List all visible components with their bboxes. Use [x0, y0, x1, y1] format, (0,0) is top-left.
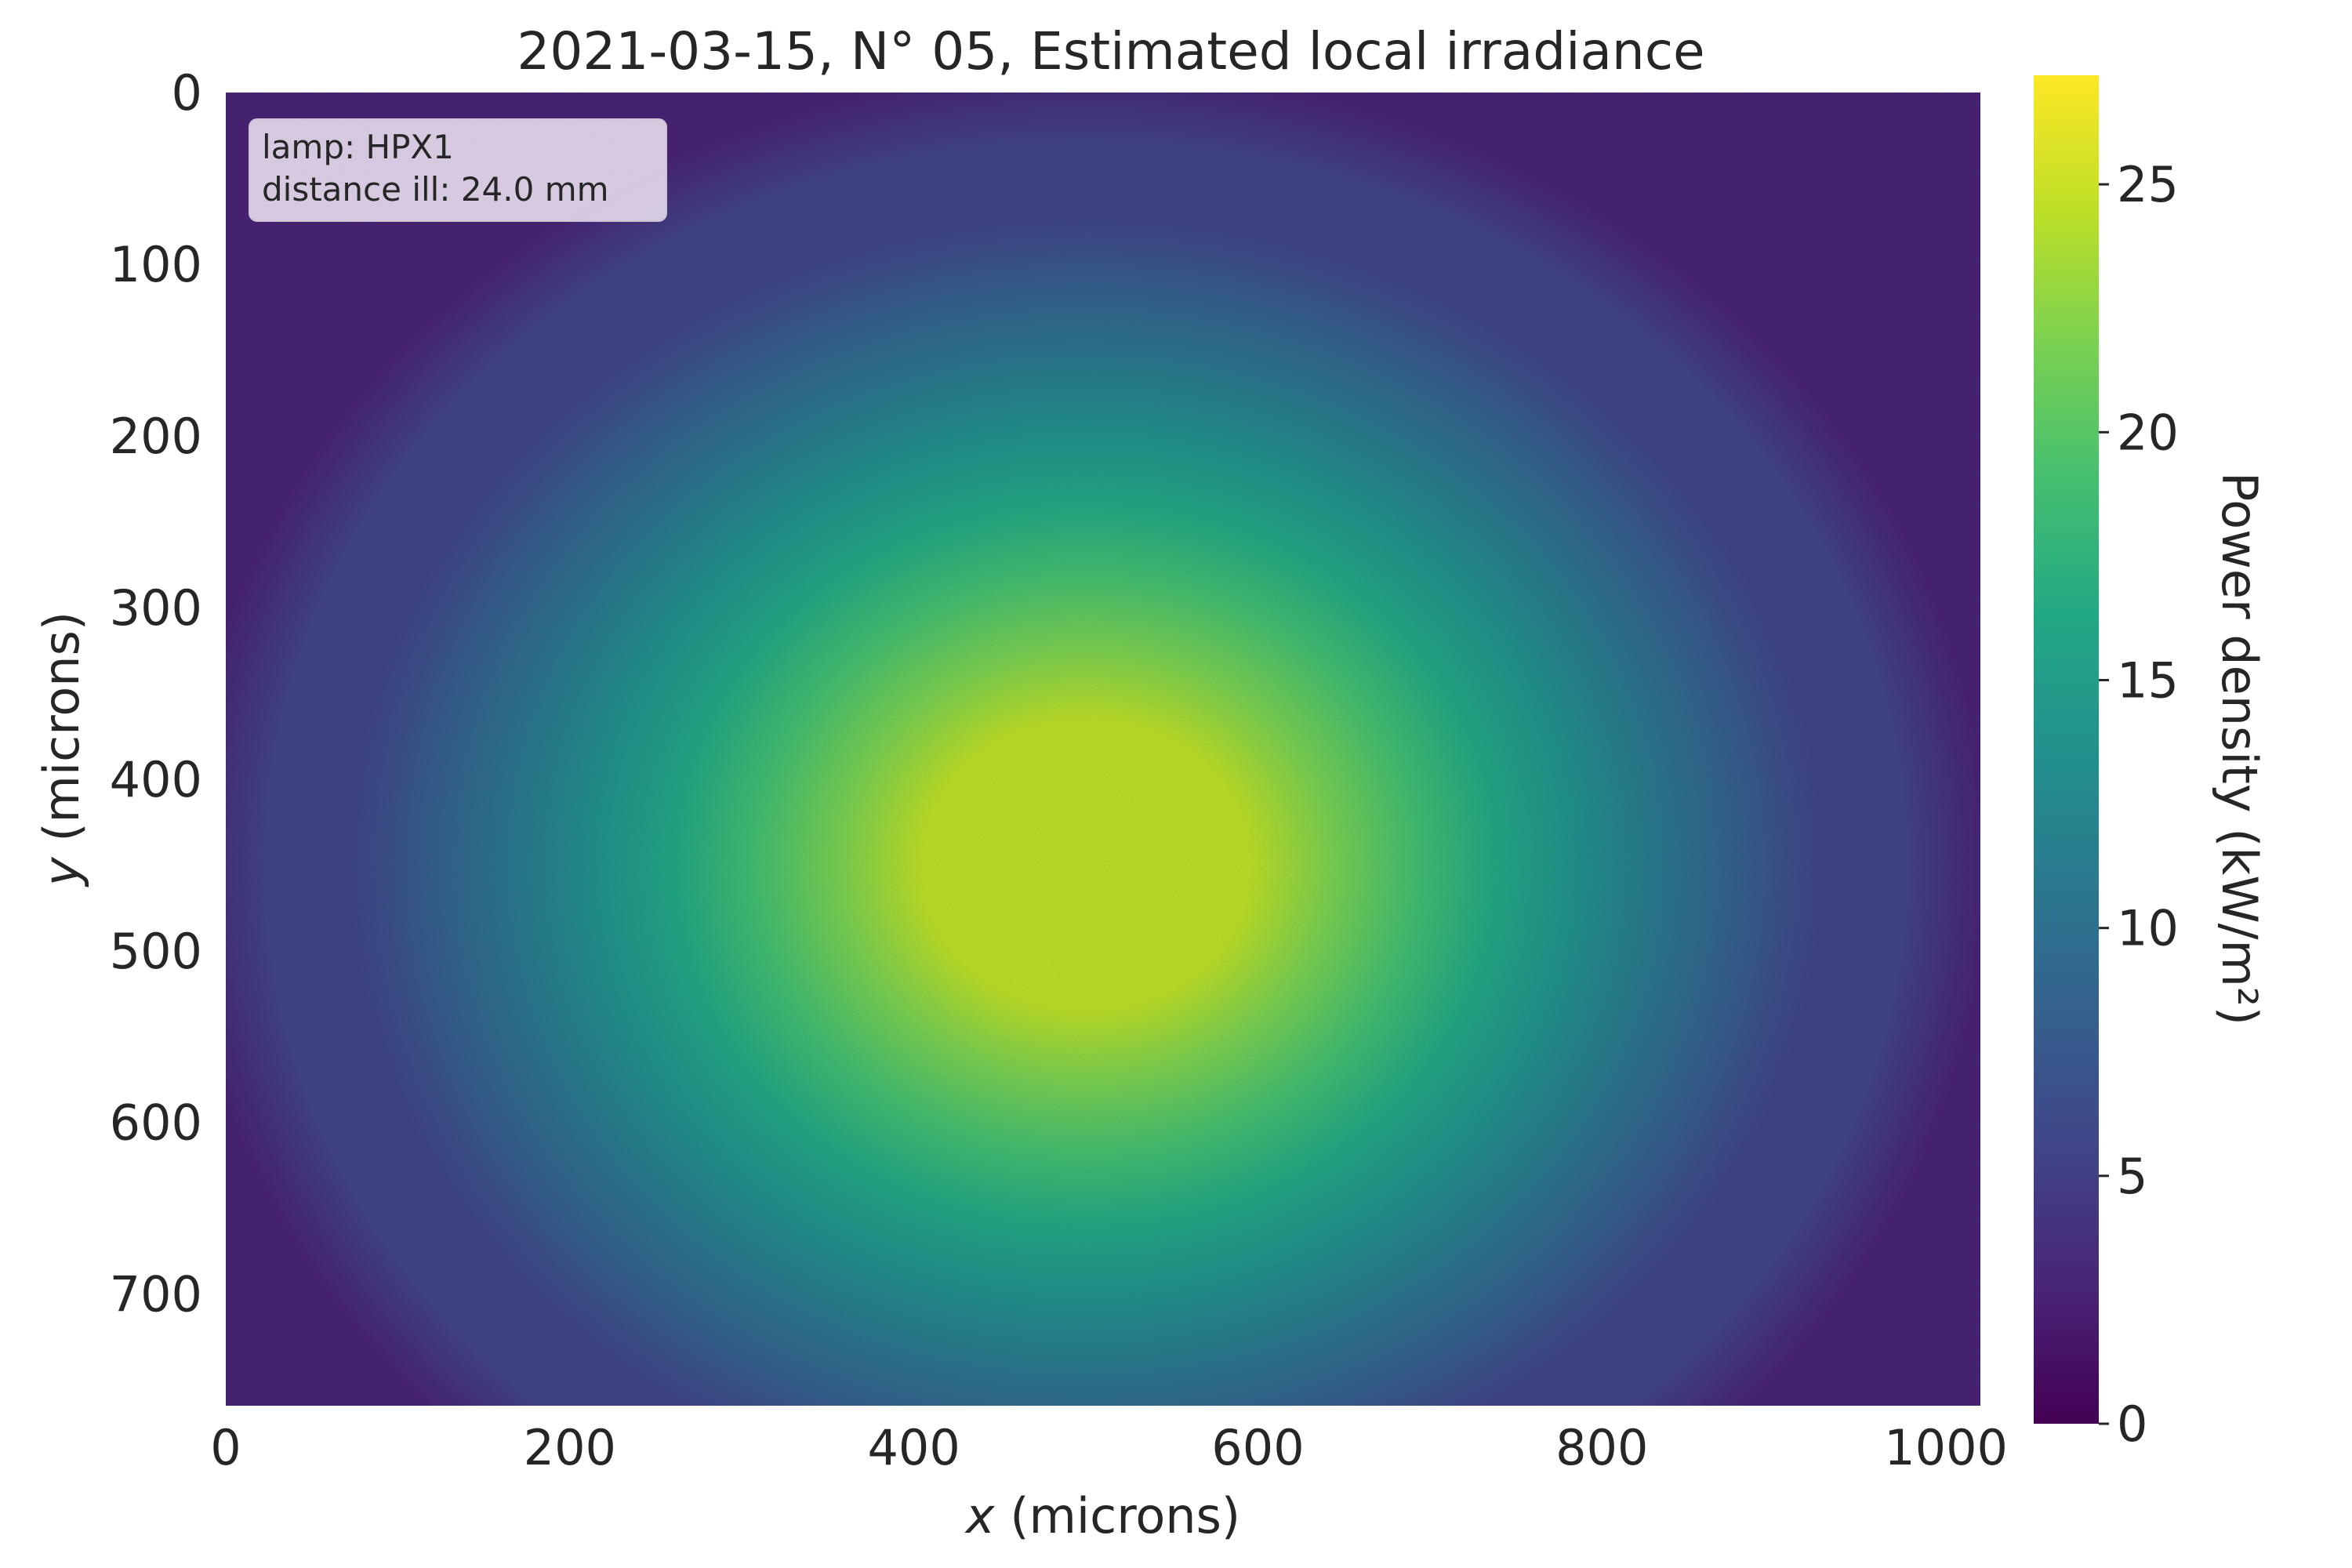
- chart-title: 2021-03-15, N° 05, Estimated local irrad…: [517, 21, 1704, 82]
- x-axis-variable: x: [964, 1487, 996, 1544]
- annotation-distance: distance ill: 24.0 mm: [262, 170, 609, 209]
- colorbar-tick-label: 0: [2117, 1396, 2147, 1453]
- colorbar: 0 5 10 15 20 25 Power density (kW/m²): [2034, 75, 2268, 1453]
- y-axis-ticks: 0 100 200 300 400 500 600 700: [110, 64, 202, 1323]
- colorbar-ticks: 0 5 10 15 20 25: [2099, 156, 2179, 1453]
- x-tick-label: 400: [867, 1419, 960, 1476]
- x-tick-label: 600: [1211, 1419, 1304, 1476]
- colorbar-tick-label: 10: [2117, 900, 2179, 957]
- x-tick-label: 200: [524, 1419, 616, 1476]
- colorbar-tick-label: 15: [2117, 652, 2179, 709]
- y-tick-label: 500: [110, 923, 202, 980]
- x-tick-label: 0: [210, 1419, 241, 1476]
- y-tick-label: 200: [110, 408, 202, 465]
- colorbar-bar: [2034, 75, 2099, 1424]
- colorbar-tick-label: 20: [2117, 404, 2179, 461]
- y-tick-label: 100: [110, 236, 202, 293]
- x-axis-label: x (microns): [964, 1487, 1240, 1544]
- heatmap-speckle: [226, 93, 1980, 1406]
- colorbar-tick-label: 5: [2117, 1148, 2147, 1205]
- y-tick-label: 700: [110, 1266, 202, 1323]
- colorbar-label: Power density (kW/m²): [2211, 472, 2268, 1025]
- colorbar-tick-label: 25: [2117, 156, 2179, 213]
- y-tick-label: 300: [110, 579, 202, 637]
- plot-area: [226, 93, 1980, 1406]
- x-tick-label: 1000: [1884, 1419, 2008, 1476]
- x-tick-label: 800: [1555, 1419, 1648, 1476]
- x-axis-unit: (microns): [995, 1487, 1240, 1544]
- y-axis-variable: y: [33, 856, 90, 887]
- annotation-box: lamp: HPX1 distance ill: 24.0 mm: [249, 118, 667, 222]
- y-tick-label: 600: [110, 1094, 202, 1152]
- y-tick-label: 0: [172, 64, 202, 122]
- x-axis-ticks: 0 200 400 600 800 1000: [210, 1419, 2008, 1476]
- y-axis-label: y (microns): [33, 612, 90, 887]
- annotation-background: [249, 118, 667, 222]
- y-axis-unit: (microns): [33, 612, 90, 857]
- annotation-lamp: lamp: HPX1: [262, 128, 454, 166]
- y-tick-label: 400: [110, 751, 202, 808]
